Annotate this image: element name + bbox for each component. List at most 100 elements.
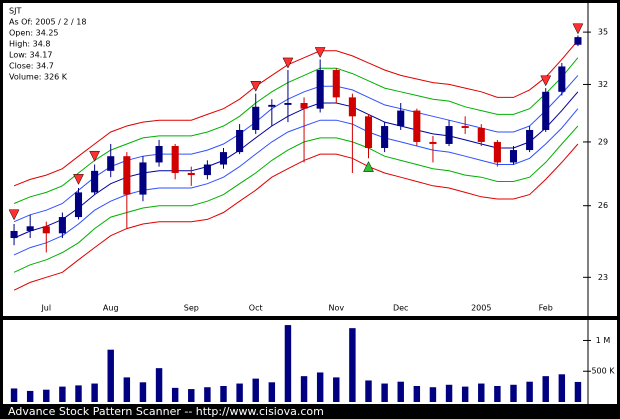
y-tick-label: 32	[598, 80, 608, 89]
candle-body	[413, 110, 421, 142]
info-text: SJT	[9, 7, 21, 16]
volume-bar	[91, 383, 98, 402]
signal-marker	[363, 161, 374, 172]
y-tick-label: 1 M	[596, 336, 611, 345]
candle-body	[155, 145, 163, 163]
y-tick-label: 500 K	[591, 367, 615, 376]
volume-bar	[526, 381, 533, 402]
candle-body	[42, 226, 50, 234]
candle-body	[316, 70, 324, 109]
volume-bar	[558, 374, 566, 402]
info-text: Close: 34.7	[9, 62, 54, 71]
volume-bar	[59, 386, 66, 402]
signal-marker	[314, 47, 326, 59]
volume-bar	[461, 386, 469, 402]
signal-marker	[89, 150, 101, 162]
x-tick-label: Dec	[393, 304, 408, 313]
candle-body	[203, 164, 211, 176]
volume-bar	[445, 384, 453, 402]
candle-body	[74, 192, 83, 218]
volume-bar	[252, 378, 259, 402]
signal-marker	[540, 75, 552, 87]
volume-bar	[413, 386, 421, 402]
candle-body	[509, 150, 518, 163]
y-tick-label: 35	[598, 28, 608, 37]
band-line	[13, 108, 579, 256]
volume-bar	[365, 380, 372, 402]
volume-bar	[220, 386, 227, 402]
x-tick-label: 2005	[471, 304, 491, 313]
candle-body	[542, 91, 550, 130]
x-tick-label: Jul	[40, 304, 51, 313]
volume-bar	[333, 377, 340, 402]
volume-bar	[268, 382, 276, 402]
volume-bar	[171, 387, 179, 402]
candle-body	[300, 102, 308, 109]
candle-body	[58, 217, 66, 234]
volume-bar	[26, 390, 34, 402]
volume-bar	[542, 376, 549, 402]
candle-body	[236, 129, 244, 153]
volume-bar	[397, 381, 404, 402]
x-tick-label: Sep	[184, 304, 199, 313]
volume-bar	[188, 389, 195, 402]
candle-body	[348, 97, 356, 117]
band-line	[13, 91, 579, 239]
signal-marker	[250, 81, 262, 92]
volume-bar	[478, 383, 485, 402]
volume-bar	[43, 389, 50, 402]
y-tick-label: 29	[598, 137, 608, 146]
signal-marker	[282, 57, 294, 69]
candle-body	[574, 37, 582, 45]
candle-body	[364, 116, 373, 149]
volume-bar	[107, 349, 114, 402]
volume-bar	[204, 387, 211, 402]
volume-bar	[236, 383, 243, 402]
candle-body	[268, 104, 276, 107]
footer: Advance Stock Pattern Scanner -- http://…	[8, 405, 324, 418]
y-tick-label: 26	[598, 201, 608, 210]
band-line	[13, 40, 579, 187]
volume-bar	[284, 325, 292, 402]
candle-body	[445, 126, 453, 144]
candle-body	[558, 66, 566, 92]
volume-bar	[10, 388, 18, 402]
volume-bar	[300, 376, 308, 402]
y-tick-label: 23	[598, 273, 608, 282]
candle-body	[493, 141, 501, 163]
volume-bar	[316, 372, 324, 402]
candle-body	[10, 230, 18, 239]
candle-body	[381, 126, 389, 149]
x-tick-label: Oct	[249, 304, 263, 313]
candle-body	[123, 156, 131, 195]
candle-body	[429, 141, 437, 144]
info-text: Volume: 326 K	[9, 73, 68, 82]
volume-bar	[494, 386, 501, 402]
volume-bar	[381, 383, 388, 402]
signal-marker	[572, 23, 584, 35]
x-tick-label: Aug	[103, 304, 119, 313]
candle-body	[332, 70, 340, 98]
info-text: Open: 34.25	[9, 29, 59, 38]
volume-bar	[75, 385, 82, 402]
signal-marker	[8, 209, 20, 221]
band-line	[13, 143, 579, 291]
candle-body	[397, 110, 405, 127]
candle-body	[139, 162, 147, 195]
candle-body	[91, 170, 99, 193]
volume-bar	[510, 384, 517, 402]
x-tick-label: Feb	[539, 304, 553, 313]
volume-bar	[574, 381, 582, 402]
volume-bar	[429, 387, 437, 402]
volume-bar	[155, 368, 163, 402]
candle-body	[107, 156, 115, 171]
x-tick-label: Nov	[328, 304, 344, 313]
candle-body	[171, 145, 179, 173]
volume-bar	[349, 328, 356, 402]
info-text: As Of: 2005 / 2 / 18	[9, 18, 86, 27]
candle-body	[187, 172, 195, 176]
candle-body	[219, 152, 228, 165]
candle-body	[252, 106, 260, 130]
volume-bar	[139, 382, 147, 402]
